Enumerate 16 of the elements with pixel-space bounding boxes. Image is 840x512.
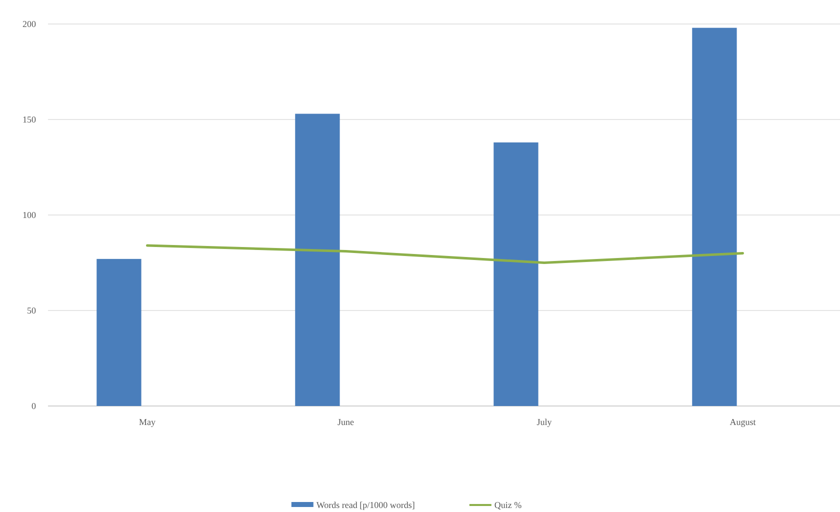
bar (295, 114, 340, 406)
x-tick-label: June (338, 417, 354, 427)
x-tick-label: August (730, 417, 756, 427)
line-series (146, 244, 744, 264)
y-tick-label: 200 (22, 19, 36, 30)
y-tick-label: 0 (32, 401, 36, 412)
bar (96, 258, 142, 406)
bar (494, 142, 538, 406)
x-tick-label: July (536, 417, 552, 427)
y-tick-label: 50 (27, 306, 36, 316)
bar (692, 28, 737, 406)
y-tick-label: 100 (22, 210, 36, 220)
legend-label: Quiz % (494, 500, 522, 510)
x-tick-label: May (139, 417, 156, 427)
y-tick-label: 150 (22, 114, 36, 125)
legend-label: Words read [p/1000 words] (316, 500, 415, 510)
